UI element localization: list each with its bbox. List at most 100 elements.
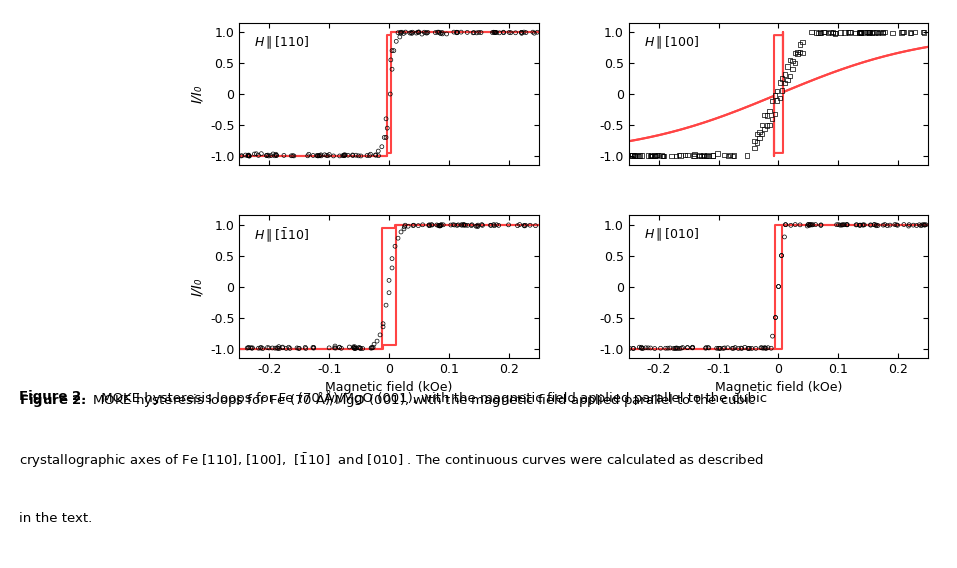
Point: [503, 28, 519, 37]
Point: [669, 344, 684, 353]
Point: [393, 28, 409, 37]
Point: [692, 151, 707, 160]
Point: [397, 220, 412, 229]
Point: [471, 28, 486, 37]
Point: [471, 220, 486, 229]
Point: [483, 221, 499, 230]
Point: [249, 149, 264, 158]
Point: [234, 151, 249, 160]
Point: [368, 151, 384, 160]
Point: [705, 151, 721, 160]
Point: [839, 220, 855, 229]
Point: [777, 78, 792, 87]
Point: [917, 220, 932, 229]
Point: [313, 151, 328, 160]
Point: [350, 343, 366, 352]
Point: [725, 344, 741, 353]
Point: [748, 344, 764, 353]
Point: [647, 344, 662, 353]
Point: [456, 221, 472, 230]
Point: [334, 344, 349, 353]
Point: [869, 220, 884, 229]
Point: [876, 220, 891, 229]
Point: [406, 221, 421, 230]
Point: [803, 220, 818, 229]
Point: [687, 151, 702, 160]
Point: [270, 344, 285, 353]
Text: $H\parallel[010]$: $H\parallel[010]$: [644, 227, 699, 243]
Point: [785, 56, 800, 65]
Point: [243, 343, 258, 352]
Point: [450, 28, 465, 37]
Point: [341, 151, 356, 160]
Point: [332, 152, 347, 161]
Point: [431, 28, 446, 37]
Point: [778, 220, 793, 229]
Point: [643, 151, 658, 160]
Point: [449, 28, 464, 37]
Point: [486, 221, 501, 230]
Point: [757, 343, 772, 352]
Point: [409, 28, 424, 37]
Point: [390, 233, 406, 243]
Point: [727, 343, 743, 352]
Point: [336, 151, 351, 160]
Point: [761, 343, 776, 352]
Point: [795, 37, 811, 47]
Point: [325, 152, 341, 161]
Point: [742, 344, 757, 353]
Point: [355, 344, 370, 353]
Point: [896, 220, 911, 229]
Point: [483, 221, 499, 230]
Point: [260, 343, 276, 352]
Point: [734, 344, 749, 353]
Point: [805, 220, 820, 229]
Point: [852, 28, 867, 37]
Point: [267, 344, 282, 353]
Point: [393, 28, 409, 37]
Point: [643, 150, 658, 159]
Point: [687, 149, 702, 158]
Point: [403, 28, 418, 37]
Point: [432, 222, 447, 231]
Point: [802, 221, 817, 230]
Point: [861, 28, 877, 37]
Point: [914, 220, 929, 229]
Point: [402, 28, 417, 37]
Point: [762, 106, 777, 115]
Point: [792, 220, 808, 229]
Point: [772, 78, 788, 87]
Point: [857, 220, 872, 229]
Point: [627, 151, 642, 160]
Point: [638, 343, 654, 352]
Point: [378, 300, 393, 310]
Point: [840, 27, 856, 36]
Point: [240, 151, 256, 160]
Point: [454, 220, 469, 229]
Point: [795, 48, 811, 57]
Point: [306, 344, 322, 353]
Point: [800, 220, 815, 229]
Point: [419, 28, 434, 37]
Point: [720, 152, 735, 161]
Point: [510, 221, 525, 230]
Point: [917, 28, 932, 37]
Point: [768, 110, 783, 119]
Point: [869, 28, 884, 37]
Point: [321, 151, 336, 160]
Point: [414, 30, 430, 39]
Point: [782, 56, 797, 65]
Point: [865, 28, 880, 37]
Point: [239, 344, 255, 353]
Point: [272, 344, 287, 353]
Text: $H\parallel[110]$: $H\parallel[110]$: [255, 34, 309, 51]
Point: [705, 151, 721, 160]
Point: [757, 111, 772, 120]
Point: [749, 130, 765, 139]
Point: [812, 28, 828, 37]
Point: [289, 344, 304, 353]
Point: [867, 28, 882, 37]
Point: [813, 221, 829, 230]
Point: [517, 222, 532, 231]
Point: [856, 220, 871, 229]
